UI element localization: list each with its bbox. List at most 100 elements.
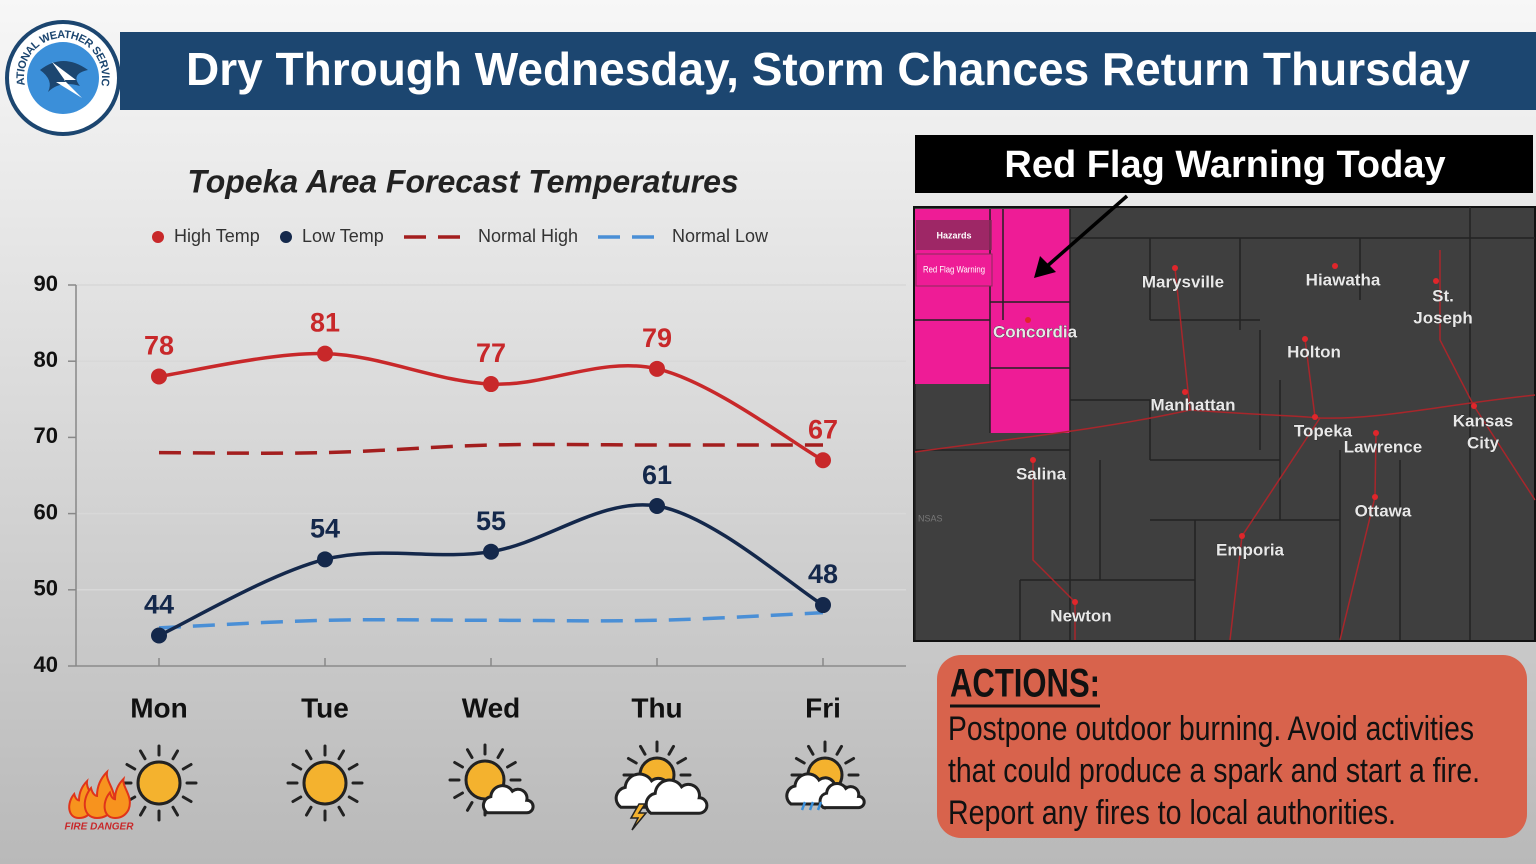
sun-ray (466, 748, 474, 759)
sun-ray (347, 795, 359, 803)
sun-ray (676, 757, 688, 765)
sun-ray (794, 757, 806, 765)
city-dot (1025, 317, 1031, 323)
actions-heading: ACTIONS: (950, 662, 1100, 706)
sun-ray (466, 801, 474, 812)
city-dot (1312, 414, 1318, 420)
sun-ray (171, 749, 179, 761)
city-label: Joseph (1413, 308, 1473, 327)
map-legend-title: Hazards (936, 230, 971, 240)
actions-box (937, 655, 1527, 838)
city-dot (1373, 430, 1379, 436)
rain (816, 801, 823, 811)
sun-ray (171, 805, 179, 817)
data-label: 81 (310, 308, 340, 338)
city-label: Holton (1287, 342, 1341, 361)
cloud (644, 778, 709, 815)
legend-label: Low Temp (302, 226, 384, 246)
sun-ray (347, 763, 359, 771)
chart: 40 50 60 70 80 90 Mon Tue Wed Thu Fri 78 81 77 79 67 44 5… (34, 226, 906, 723)
city-dot (1239, 533, 1245, 539)
cloud (481, 784, 535, 815)
rain (800, 801, 807, 811)
y-tick-label: 80 (34, 347, 58, 372)
map-title: Red Flag Warning Today (1004, 144, 1445, 186)
sun-ray (181, 795, 193, 803)
data-label: 61 (642, 460, 672, 490)
rain (808, 801, 815, 811)
data-label: 78 (144, 331, 174, 361)
map-title-box (915, 135, 1533, 193)
data-label: 67 (808, 414, 838, 444)
city-label: Marysville (1142, 272, 1224, 291)
data-label: 48 (808, 559, 838, 589)
sun-ray (139, 805, 147, 817)
sun-ray (506, 761, 517, 769)
sun-ray (667, 744, 675, 756)
sun-ray (291, 795, 303, 803)
header-title: Dry Through Wednesday, Storm Chances Ret… (186, 43, 1470, 95)
city-label: Hiawatha (1306, 270, 1381, 289)
sun-ray (639, 744, 647, 756)
sun-ray (305, 749, 313, 761)
sun-ray (305, 805, 313, 817)
point (317, 551, 333, 568)
sun-ray (626, 757, 638, 765)
y-tick-label: 90 (34, 271, 58, 296)
x-tick-label: Thu (631, 692, 682, 723)
city-dot (1471, 403, 1477, 409)
header-bar (120, 32, 1536, 110)
sun-ray (453, 791, 464, 799)
map-legend-item: Red Flag Warning (923, 264, 985, 274)
point (151, 627, 167, 644)
city-dot (1332, 263, 1338, 269)
city-label: St. (1432, 286, 1454, 305)
map-cities: Marysville Hiawatha St. Joseph Concordia Holt… (993, 263, 1514, 626)
legend-swatch (280, 231, 292, 243)
city-dot (1182, 389, 1188, 395)
sun-ray (337, 805, 345, 817)
point (815, 597, 831, 614)
point (151, 368, 167, 385)
data-label: 55 (476, 506, 506, 536)
sun-ray (844, 757, 856, 765)
point (483, 376, 499, 393)
point (317, 345, 333, 362)
x-tick-label: Tue (301, 692, 349, 723)
map-arrow (1034, 194, 1129, 278)
sun (302, 760, 348, 806)
y-tick-label: 40 (34, 652, 58, 677)
city-label: Lawrence (1344, 437, 1422, 456)
actions-line: Postpone outdoor burning. Avoid activiti… (948, 710, 1474, 748)
point (815, 452, 831, 469)
chart-title: Topeka Area Forecast Temperatures (187, 163, 738, 199)
data-label: 77 (476, 338, 506, 368)
city-label: Topeka (1294, 421, 1353, 440)
y-tick-label: 60 (34, 499, 58, 524)
sun-ray (291, 763, 303, 771)
city-dot (1072, 599, 1078, 605)
point (483, 543, 499, 560)
actions-text: Postpone outdoor burning. Avoid activiti… (948, 710, 1480, 832)
legend-label: High Temp (174, 226, 260, 246)
city-dot (1372, 494, 1378, 500)
actions-line: Report any fires to local authorities. (948, 794, 1396, 832)
city-label: Ottawa (1355, 501, 1412, 520)
city-label: Emporia (1216, 540, 1285, 559)
y-tick-label: 50 (34, 576, 58, 601)
sun-ray (337, 749, 345, 761)
point (649, 497, 665, 514)
x-tick-label: Wed (462, 692, 521, 723)
x-tick-label: Mon (130, 692, 188, 723)
data-label: 54 (310, 513, 340, 543)
data-label: 44 (144, 590, 174, 620)
lightning (629, 803, 648, 831)
city-label: Salina (1016, 464, 1067, 483)
city-dot (1172, 265, 1178, 271)
normal-line (158, 610, 824, 630)
city-dot (1302, 336, 1308, 342)
actions-line: that could produce a spark and start a f… (948, 752, 1480, 790)
sun-ray (453, 761, 464, 769)
normal-line (158, 442, 823, 455)
city-label: Newton (1050, 606, 1111, 625)
